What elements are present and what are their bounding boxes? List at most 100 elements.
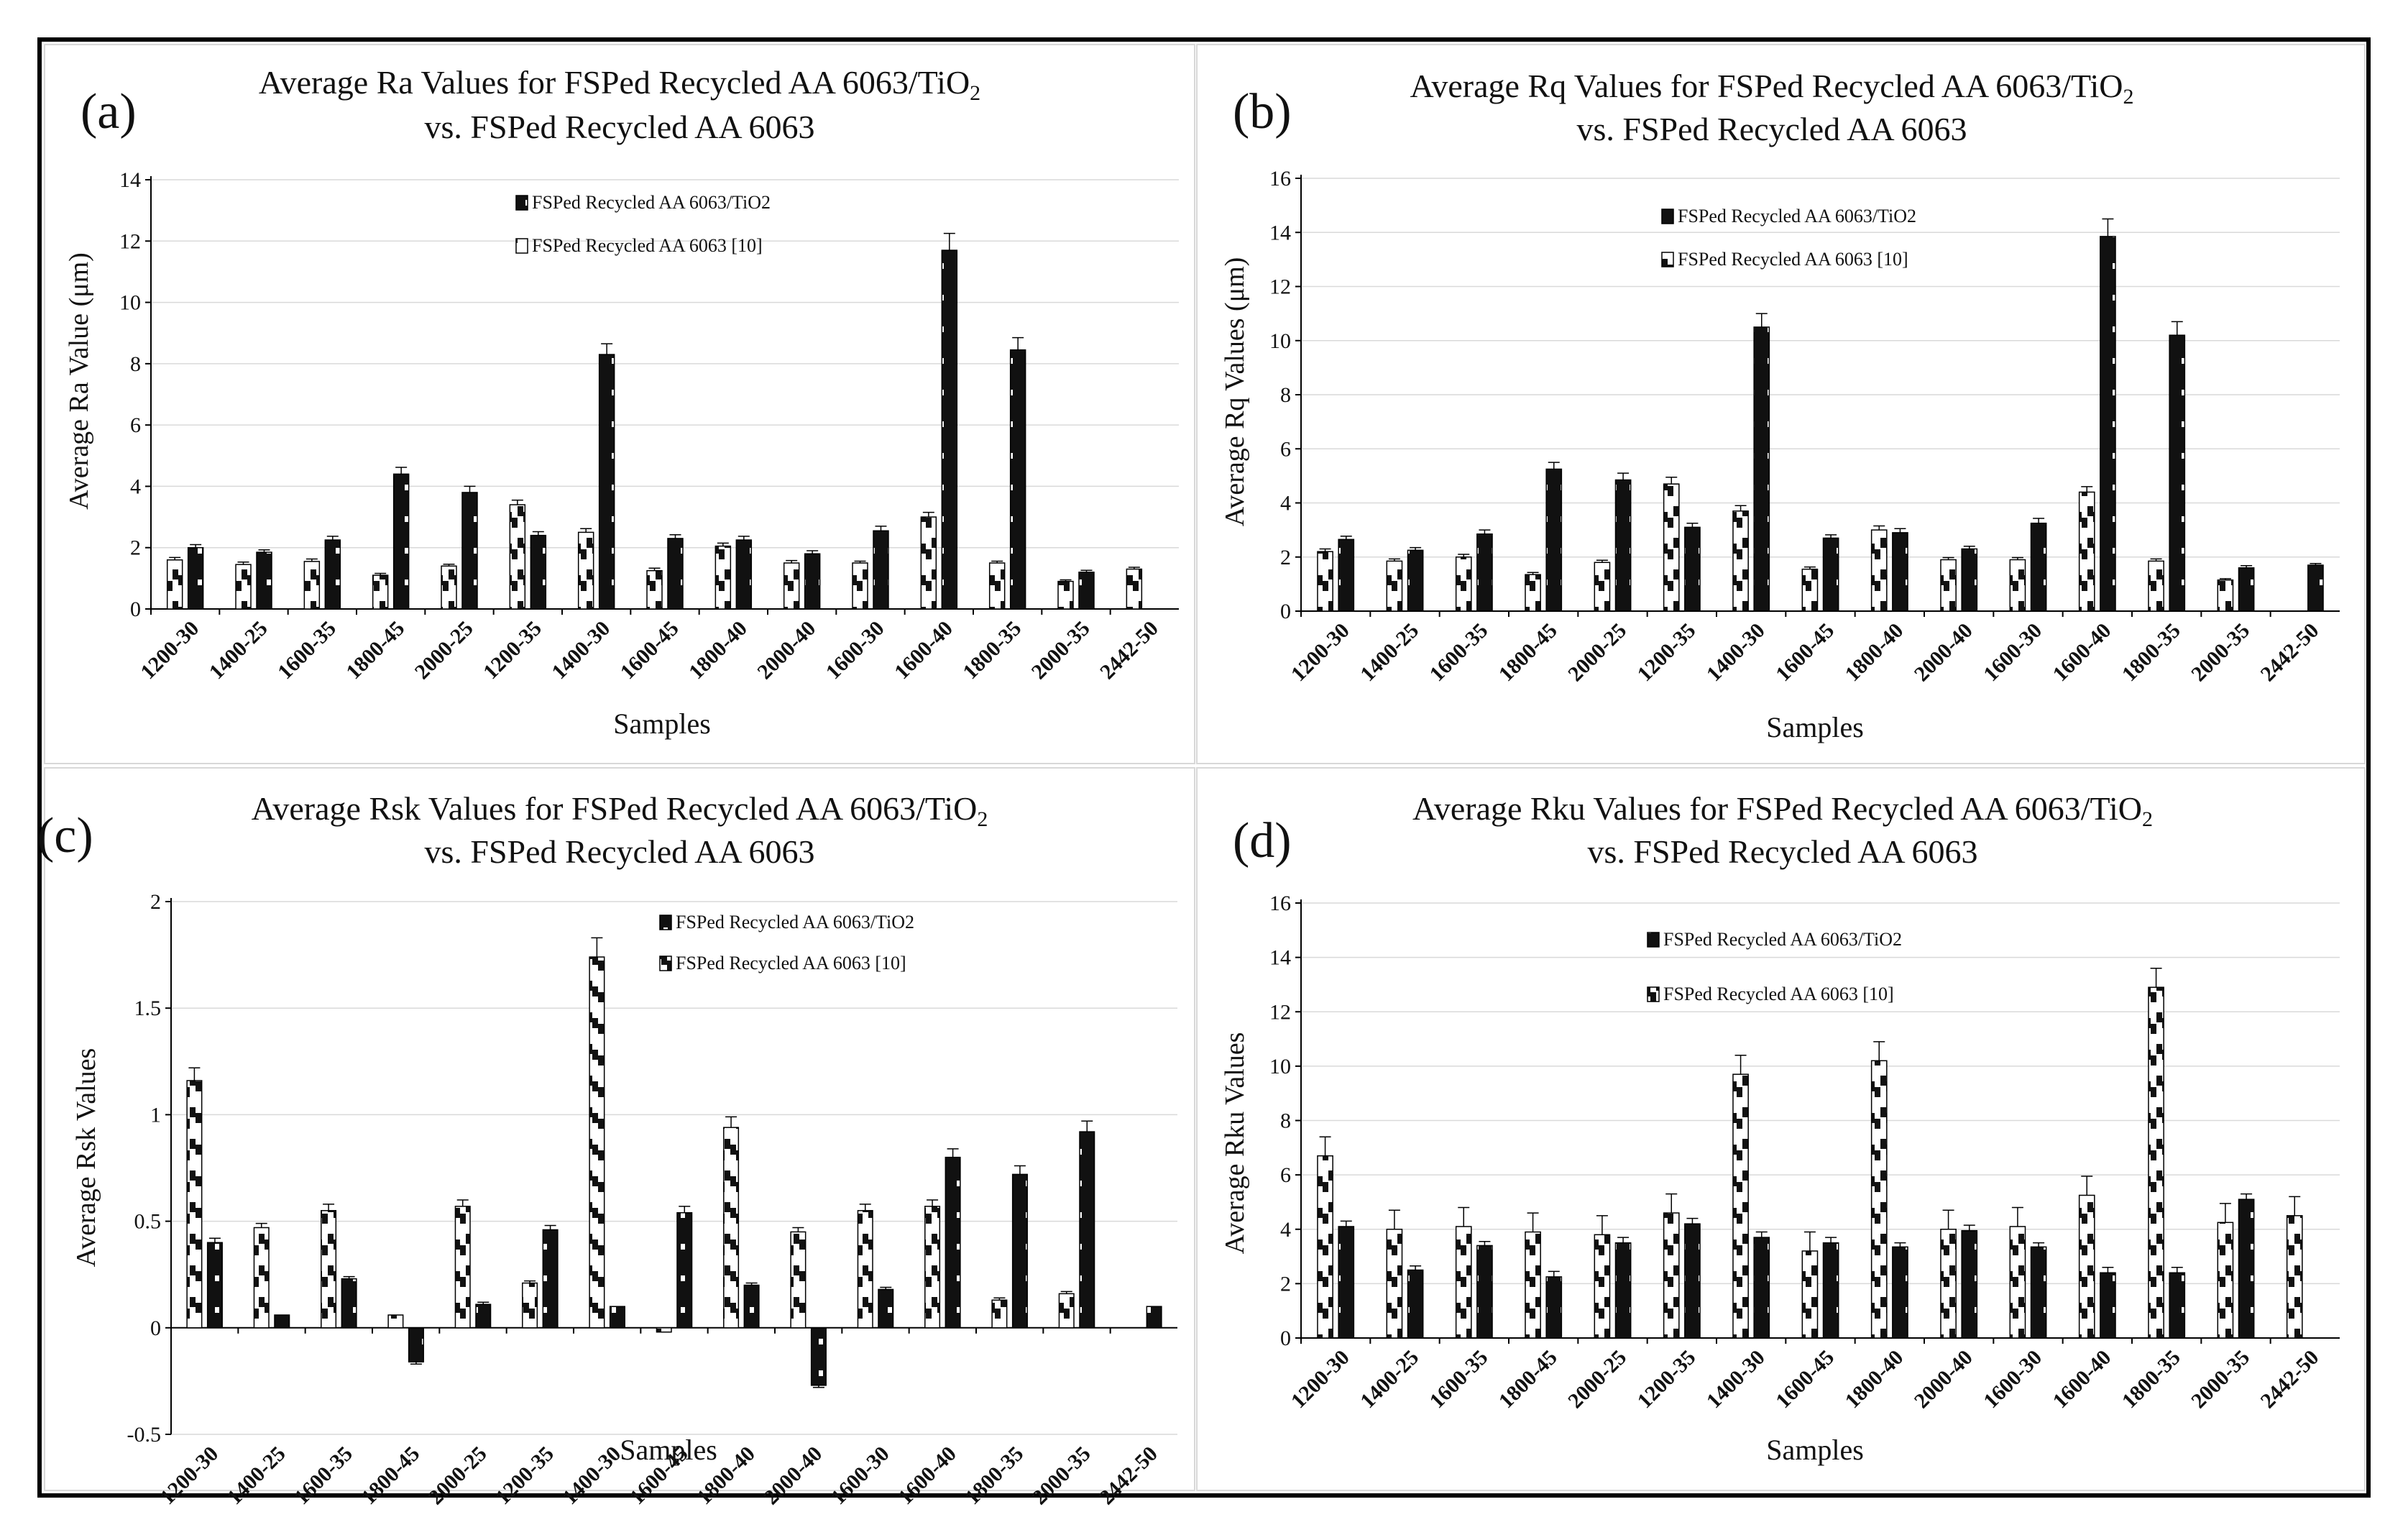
bar-tio2 [1822, 1242, 1839, 1339]
x-tick-label: 1800-35 [2118, 1345, 2185, 1413]
legend-label-base: FSPed Recycled AA 6063 [10] [1663, 984, 1894, 1004]
x-tick-label: 2000-25 [424, 1442, 492, 1509]
bar-base [723, 1127, 740, 1329]
bar-tio2 [2100, 1272, 2116, 1339]
x-tick-label: 1800-35 [960, 1442, 1028, 1509]
bar-base [1058, 1293, 1075, 1329]
bar-base [1940, 559, 1957, 612]
x-tick-label: 1600-30 [1979, 1345, 2046, 1413]
legend-label-tio2: FSPed Recycled AA 6063/TiO2 [1663, 929, 1902, 950]
bar-tio2 [256, 551, 272, 610]
legend-label-base: FSPed Recycled AA 6063 [10] [676, 953, 906, 973]
y-tick-label: 6 [130, 413, 141, 437]
bar-tio2 [1614, 479, 1632, 612]
legend-label-tio2: FSPed Recycled AA 6063/TiO2 [1678, 206, 1916, 226]
x-tick-label: 1200-35 [1632, 1345, 1700, 1413]
bar-base [1732, 510, 1749, 612]
panel-b-border [1196, 44, 2366, 764]
panel-b: (b) Average Rq Values for FSPed Recycled… [1196, 44, 2366, 764]
panel-a-xlabel: Samples [613, 707, 711, 740]
bar-tio2 [1011, 1173, 1028, 1329]
y-tick-label: 4 [1280, 492, 1291, 516]
panel-d-title-line1: Average Rku Values for FSPed Recycled AA… [1412, 790, 2153, 831]
x-tick-label: 1400-30 [1702, 1345, 1770, 1413]
bar-tio2 [1476, 533, 1493, 612]
bar-tio2 [1892, 532, 1908, 612]
bar-tio2 [598, 354, 615, 610]
bar-tio2 [1684, 1223, 1701, 1339]
x-tick-label: 2000-40 [753, 616, 820, 684]
y-tick-label: 8 [130, 352, 141, 376]
bar-base [321, 1210, 337, 1329]
bar-base [646, 569, 663, 610]
x-tick-label: 2000-35 [2187, 618, 2254, 686]
bar-base [1594, 562, 1611, 612]
bar-tio2 [1614, 1242, 1632, 1339]
bar-tio2 [1961, 548, 1978, 612]
x-tick-label: 1600-35 [1425, 1345, 1492, 1413]
panel-b-title-line1: Average Rq Values for FSPed Recycled AA … [1410, 68, 2134, 109]
bar-base [857, 1210, 873, 1329]
bar-tio2 [1338, 539, 1355, 612]
y-tick-label: 14 [1269, 221, 1291, 244]
x-tick-label: 1600-35 [1425, 618, 1492, 686]
bar-tio2 [2169, 334, 2186, 612]
x-tick-label: 1600-40 [890, 616, 957, 684]
bar-tio2 [1961, 1229, 1978, 1339]
panel-d-legend: FSPed Recycled AA 6063/TiO2 FSPed Recycl… [1647, 929, 1902, 1004]
bar-base [1663, 483, 1680, 612]
legend-swatch-tio2 [515, 195, 528, 211]
x-tick-label: 2000-25 [1563, 618, 1631, 686]
legend-label-tio2: FSPed Recycled AA 6063/TiO2 [532, 192, 771, 213]
bar-tio2 [609, 1306, 625, 1329]
bar-base [2009, 1226, 2026, 1339]
bar-tio2 [2169, 1272, 2186, 1339]
bar-base [372, 574, 389, 610]
y-tick-label: 12 [1269, 275, 1291, 299]
panel-a-letter: (a) [81, 84, 137, 139]
y-tick-label: -0.5 [127, 1423, 162, 1447]
x-tick-label: 1600-30 [822, 616, 889, 684]
legend-swatch-tio2 [659, 915, 672, 930]
y-tick-label: 6 [1280, 437, 1291, 461]
bar-base [920, 516, 937, 610]
panel-d-ylabel: Average Rku Values [1220, 1032, 1250, 1255]
bar-base [991, 1299, 1008, 1329]
panel-c-title-main: Average Rsk Values for FSPed Recycled AA… [252, 790, 978, 827]
bar-base [2217, 1222, 2234, 1339]
x-tick-label: 2442-50 [1095, 1442, 1162, 1509]
bar-base [235, 564, 252, 610]
panel-d-title-line2: vs. FSPed Recycled AA 6063 [1587, 833, 1977, 870]
panel-b-xlabel: Samples [1766, 711, 1864, 743]
bar-base [2078, 1194, 2095, 1339]
x-tick-label: 1600-35 [290, 1442, 357, 1509]
y-tick-label: 0 [150, 1316, 161, 1340]
bar-tio2 [461, 492, 478, 610]
panel-b-ylabel: Average Rq Values (μm) [1220, 257, 1250, 527]
bar-tio2 [2030, 1246, 2047, 1339]
bar-base [303, 561, 321, 610]
panel-a-title-line2: vs. FSPed Recycled AA 6063 [424, 109, 814, 145]
panel-a-ylabel: Average Ra Value (μm) [64, 252, 94, 510]
bar-tio2 [1545, 1276, 1563, 1339]
panel-a-border [44, 44, 1195, 764]
panel-d-border [1196, 767, 2366, 1491]
x-tick-label: 1800-35 [958, 616, 1026, 684]
y-tick-label: 0.5 [134, 1210, 162, 1234]
bar-base [2286, 1215, 2303, 1339]
y-tick-label: 16 [1269, 167, 1291, 191]
bar-tio2 [1079, 1131, 1095, 1329]
y-tick-label: 4 [1280, 1218, 1291, 1242]
bar-tio2 [2030, 522, 2047, 612]
y-tick-label: 2 [150, 890, 161, 914]
bar-base [1732, 1073, 1749, 1339]
x-tick-label: 1200-35 [1632, 618, 1700, 686]
panel-a: (a) Average Ra Values for FSPed Recycled… [44, 44, 1195, 764]
bar-base [1663, 1212, 1680, 1339]
y-tick-label: 14 [1269, 946, 1291, 970]
panel-c: (c) Average Rsk Values for FSPed Recycle… [37, 767, 1195, 1509]
bar-base [577, 531, 594, 610]
y-tick-label: 10 [1269, 329, 1291, 353]
bar-tio2 [542, 1229, 559, 1329]
